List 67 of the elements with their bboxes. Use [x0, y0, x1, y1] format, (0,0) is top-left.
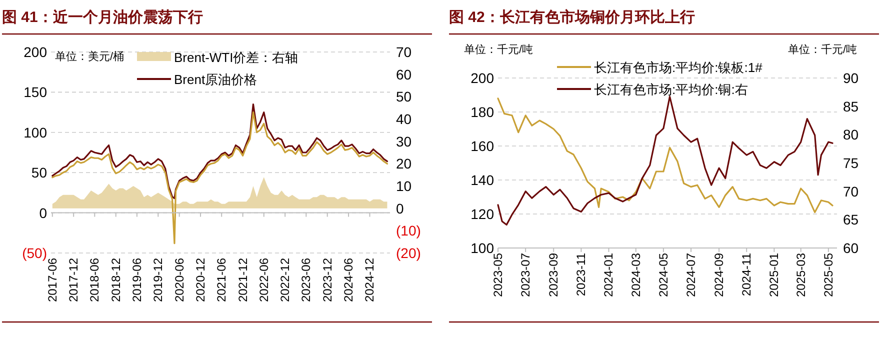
y-tick-label: 120: [470, 206, 494, 222]
x-tick-label: 2020-06: [172, 258, 186, 302]
y2-tick-label: 80: [843, 126, 859, 143]
y2-tick-label: 90: [843, 70, 859, 86]
y2-tick-label: 75: [843, 155, 859, 171]
x-tick-label: 2022-12: [278, 258, 292, 302]
y2-tick-label: (20): [396, 245, 421, 261]
x-tick-label: 2024-07: [684, 252, 698, 298]
x-tick-label: 2020-12: [194, 258, 208, 302]
x-tick-label: 2023-06: [299, 258, 314, 302]
x-tick-label: 2024-11: [740, 252, 754, 296]
y-tick-label: 140: [470, 172, 494, 188]
x-tick-label: 2025-03: [794, 252, 808, 298]
y2-tick-label: 70: [396, 44, 412, 60]
x-tick-label: 2024-03: [628, 252, 643, 298]
annotation: 单位：美元/桶: [55, 50, 124, 63]
x-tick-label: 2021-06: [214, 258, 229, 302]
x-tick-label: 2017-12: [66, 258, 81, 302]
text: 单位：千元/吨: [464, 43, 534, 56]
legend-label: Brent-WTI价差：右轴: [174, 50, 298, 65]
y2-tick-label: 0: [396, 200, 404, 216]
y-tick-label: 160: [470, 138, 494, 154]
x-tick-label: 2023-09: [546, 252, 561, 298]
x-tick-label: 2025-05: [821, 252, 836, 298]
x-tick-label: 2021-12: [236, 258, 250, 302]
y2-tick-label: 50: [396, 88, 412, 105]
y2-tick-label: 10: [396, 178, 412, 194]
line-series: [52, 103, 388, 200]
x-tick-label: 2022-06: [256, 258, 271, 302]
x-tick-label: 2025-01: [767, 252, 782, 298]
x-tick-label: 2024-12: [362, 258, 377, 302]
x-tick-label: 2024-01: [602, 252, 616, 298]
x-tick-label: 2023-07: [518, 252, 533, 298]
legend-label: 长江有色市场:平均价:镍板:1#: [594, 60, 764, 75]
x-tick-label: 2018-06: [88, 258, 102, 302]
legend-label: Brent原油价格: [174, 72, 258, 87]
y2-tick-label: 60: [396, 66, 412, 82]
y-tick-label: 100: [24, 124, 48, 140]
legend-label: 长江有色市场:平均价:铜:右: [594, 82, 748, 97]
x-tick-label: 2024-09: [712, 252, 726, 298]
y-tick-label: (50): [22, 245, 47, 261]
y-tick-label: 150: [24, 84, 48, 100]
x-tick-label: 2023-12: [320, 258, 334, 302]
chart-title: 图 42：长江有色市场铜价月环比上行: [449, 8, 695, 26]
y-tick-label: 200: [24, 44, 48, 60]
y2-tick-label: 40: [396, 111, 412, 127]
y2-tick-label: 30: [396, 133, 412, 150]
y2-tick-label: 60: [843, 240, 859, 256]
chart-title: 图 41：近一个月油价震荡下行: [2, 9, 203, 26]
y-tick-label: 200: [470, 70, 494, 86]
y-tick-label: 180: [470, 104, 494, 120]
x-tick-label: 2023-11: [574, 252, 588, 296]
y2-tick-label: (10): [396, 222, 421, 239]
y2-tick-label: 70: [843, 183, 859, 200]
y2-tick-label: 85: [843, 98, 859, 114]
y2-tick-label: 20: [396, 156, 412, 172]
y2-tick-label: 65: [843, 212, 859, 228]
y-tick-label: 50: [31, 164, 48, 181]
x-tick-label: 2024-05: [656, 252, 670, 298]
x-tick-label: 2024-06: [342, 258, 356, 302]
x-tick-label: 2018-12: [108, 258, 123, 302]
y-tick-label: 0: [39, 204, 48, 221]
x-tick-label: 2019-06: [130, 258, 144, 302]
line-series: [52, 112, 388, 244]
text: 单位：千元/吨: [788, 43, 857, 56]
x-tick-label: 2019-12: [151, 258, 166, 302]
x-tick-label: 2017-06: [45, 258, 60, 302]
